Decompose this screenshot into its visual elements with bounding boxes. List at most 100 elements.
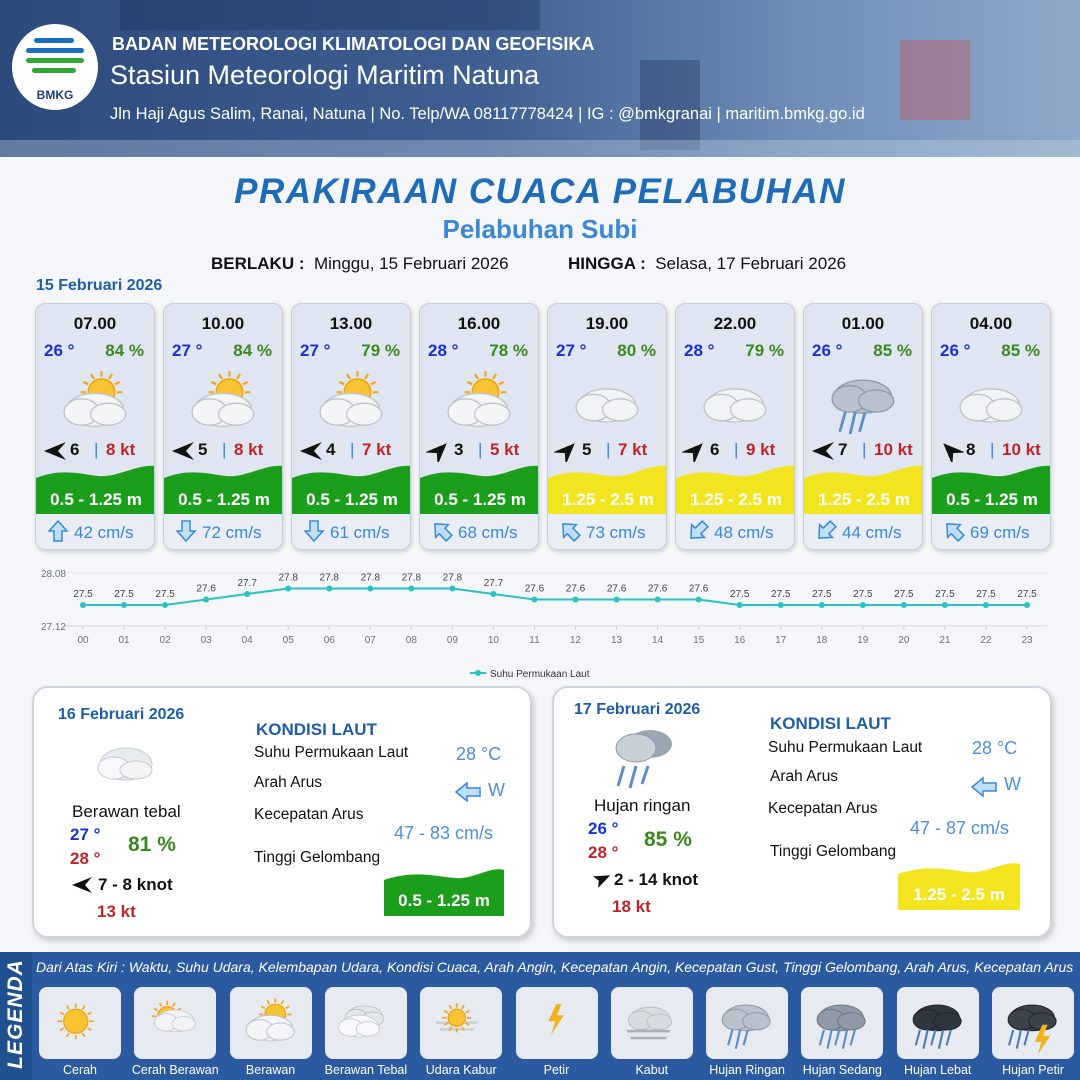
day1-date: 15 Februari 2026 xyxy=(36,277,163,294)
current-arrow-north-icon xyxy=(47,519,69,542)
cloudy-sunny-icon xyxy=(245,998,295,1042)
card-gust: 9 kt xyxy=(746,440,776,459)
day3-wave-shape xyxy=(898,863,1020,910)
card-gust: 7 kt xyxy=(362,440,392,459)
legend-item-label: Cerah Berawan xyxy=(131,1063,219,1077)
data-label: 27.6 xyxy=(196,584,216,595)
data-label: 27.5 xyxy=(976,589,996,600)
day2-temp-min: 27 ° xyxy=(70,825,101,844)
header-banner xyxy=(0,0,1080,157)
moderate-rain-icon xyxy=(817,1004,867,1049)
cloudy-icon xyxy=(959,388,1023,423)
x-tick-label: 07 xyxy=(365,635,377,646)
day2-current-dir: W xyxy=(488,780,505,800)
data-point xyxy=(941,602,948,609)
day3-temp-max: 28 ° xyxy=(588,843,619,862)
data-label: 27.6 xyxy=(689,584,709,595)
legend-item-label: Berawan xyxy=(245,1063,296,1077)
x-tick-label: 12 xyxy=(570,635,582,646)
day2-date: 16 Februari 2026 xyxy=(58,706,185,723)
legend-item-label: Cerah xyxy=(62,1063,98,1077)
day2-sst: 28 °C xyxy=(456,744,502,764)
page-title: PRAKIRAAN CUACA PELABUHAN xyxy=(234,172,846,211)
arrow-northeast-icon xyxy=(680,443,703,466)
x-tick-label: 21 xyxy=(939,635,951,646)
card-wave-height: 0.5 - 1.25 m xyxy=(434,490,526,509)
card-wind-speed: 5 xyxy=(198,440,208,459)
light-rain-icon xyxy=(721,1004,771,1049)
data-point xyxy=(900,602,907,609)
station-address: Jln Haji Agus Salim, Ranai, Natuna | No.… xyxy=(110,105,865,123)
data-label: 27.5 xyxy=(114,589,134,600)
thunderstorm-icon xyxy=(1007,1004,1057,1053)
x-tick-label: 18 xyxy=(816,635,828,646)
day3-forecast-box: 17 Februari 2026 Hujan ringan 26 ° 28 ° … xyxy=(552,686,1052,938)
data-point xyxy=(80,602,86,609)
data-label: 27.5 xyxy=(155,589,175,600)
data-label: 27.5 xyxy=(935,589,955,600)
banner-containers xyxy=(900,40,970,120)
card-current-speed: 72 cm/s xyxy=(202,523,262,542)
cloudy-icon xyxy=(703,388,767,423)
data-label: 27.8 xyxy=(278,572,298,583)
card-current-speed: 68 cm/s xyxy=(458,523,518,542)
card-time: 01.00 xyxy=(841,314,885,333)
card-separator: | xyxy=(478,440,483,459)
legend-item-label: Udara Kabur xyxy=(425,1063,497,1077)
card-humidity: 85 % xyxy=(873,341,912,360)
legend-item xyxy=(324,987,407,1059)
lightning-icon xyxy=(547,1004,564,1035)
forecast-card: 04.00 26 ° 85 % 8 | 10 kt 0.5 - 1.25 m 6… xyxy=(931,303,1051,550)
data-label: 27.8 xyxy=(361,572,381,583)
overcast-icon xyxy=(338,1005,384,1038)
sunny-icon xyxy=(57,1003,94,1040)
data-label: 27.8 xyxy=(402,572,422,583)
organization-name: BADAN METEOROLOGI KLIMATOLOGI DAN GEOFIS… xyxy=(112,34,595,54)
data-label: 27.8 xyxy=(320,572,340,583)
legend-item xyxy=(706,987,789,1059)
day2-current-speed: 47 - 83 cm/s xyxy=(394,823,494,843)
overcast-icon xyxy=(97,747,153,781)
forecast-card: 19.00 27 ° 80 % 5 | 7 kt 1.25 - 2.5 m 73… xyxy=(547,303,667,550)
y-tick-label: 27.12 xyxy=(41,622,66,633)
day3-current-speed-label: Kecepatan Arus xyxy=(768,800,878,817)
card-humidity: 79 % xyxy=(361,341,400,360)
port-name: Pelabuhan Subi xyxy=(442,214,638,244)
card-gust: 10 kt xyxy=(1002,440,1041,459)
valid-from-date: Minggu, 15 Februari 2026 xyxy=(313,254,509,273)
card-wind-speed: 5 xyxy=(582,440,592,459)
forecast-card: 01.00 26 ° 85 % 7 | 10 kt 1.25 - 2.5 m 4… xyxy=(803,303,923,550)
arrow-northwest-icon xyxy=(943,443,966,466)
legend-item xyxy=(515,987,598,1059)
legend-description: Dari Atas Kiri : Waktu, Suhu Udara, Kele… xyxy=(36,959,1074,975)
card-humidity: 85 % xyxy=(1001,341,1040,360)
data-label: 27.6 xyxy=(648,584,668,595)
x-tick-label: 06 xyxy=(324,635,336,646)
data-point xyxy=(408,585,415,592)
card-gust: 10 kt xyxy=(874,440,913,459)
day3-condition: Hujan ringan xyxy=(594,796,691,815)
card-gust: 8 kt xyxy=(106,440,136,459)
light-rain-icon xyxy=(615,730,672,789)
card-wave-shape xyxy=(36,465,154,514)
card-temperature: 26 ° xyxy=(812,341,843,360)
card-temperature: 27 ° xyxy=(172,341,203,360)
card-temperature: 27 ° xyxy=(300,341,331,360)
card-time: 04.00 xyxy=(969,314,1013,333)
current-arrow-south-icon xyxy=(175,520,197,543)
day3-gust: 18 kt xyxy=(612,897,651,916)
x-tick-label: 11 xyxy=(529,635,540,646)
x-tick-label: 22 xyxy=(980,635,992,646)
data-label: 27.6 xyxy=(566,584,586,595)
card-gust: 7 kt xyxy=(618,440,648,459)
data-label: 27.5 xyxy=(812,589,832,600)
legend-item-label: Berawan Tebal xyxy=(324,1063,408,1077)
x-tick-label: 09 xyxy=(447,635,459,646)
data-label: 27.5 xyxy=(730,589,750,600)
card-wave-shape xyxy=(164,465,282,514)
forecast-card: 16.00 28 ° 78 % 3 | 5 kt 0.5 - 1.25 m 68… xyxy=(419,303,539,550)
legend-side: LEGENDA xyxy=(0,952,32,1080)
card-current-speed: 48 cm/s xyxy=(714,523,774,542)
card-humidity: 84 % xyxy=(233,341,272,360)
card-current-speed: 69 cm/s xyxy=(970,523,1030,542)
